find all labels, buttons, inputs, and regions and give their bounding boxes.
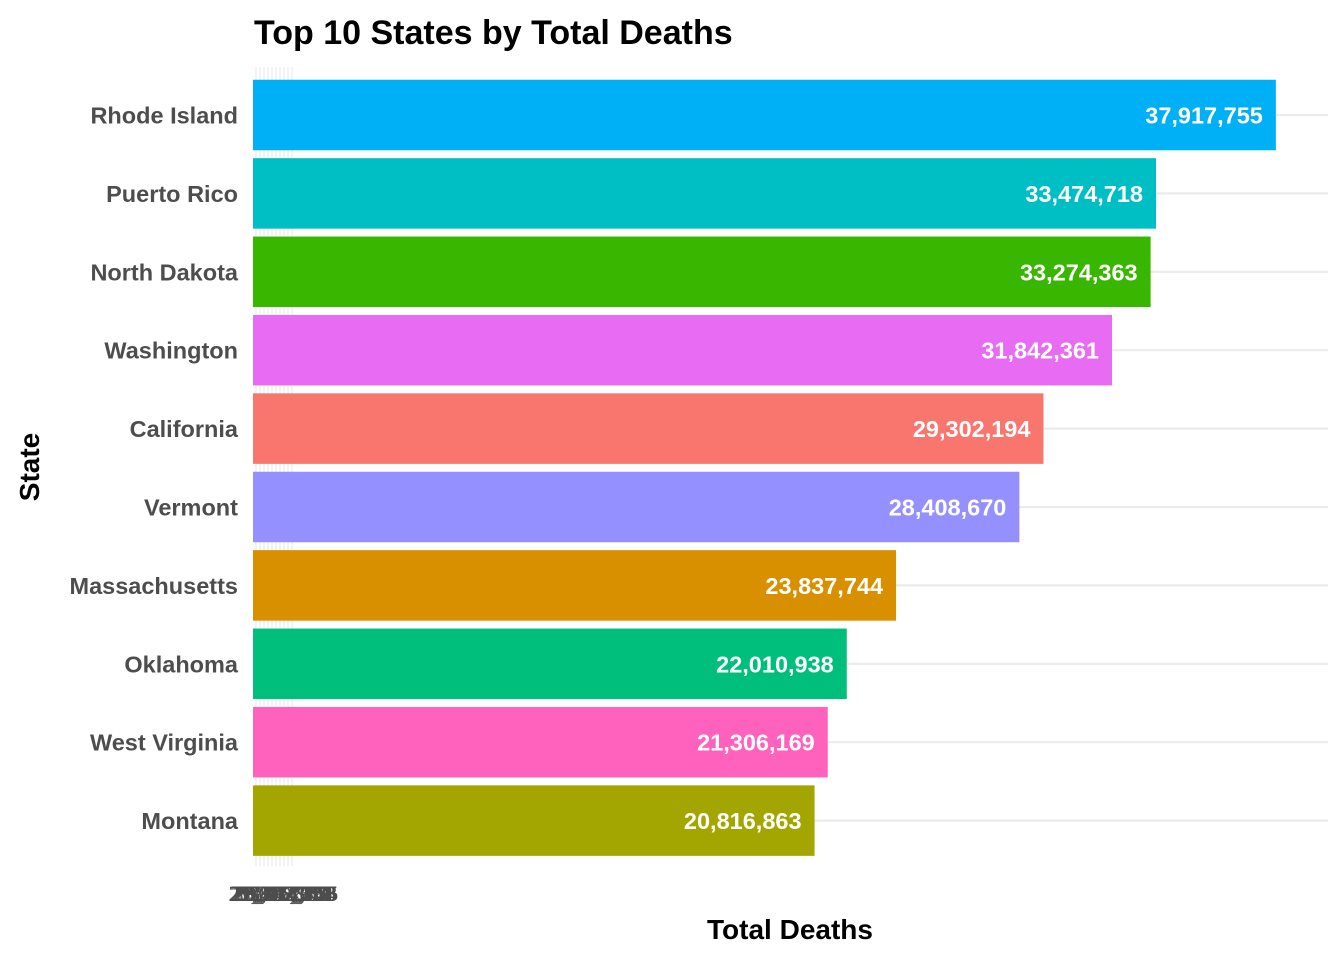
- value-label: 33,274,363: [1020, 259, 1138, 285]
- bar-montana: [253, 785, 815, 856]
- y-tick-label: Rhode Island: [90, 103, 238, 129]
- value-label: 28,408,670: [889, 495, 1007, 521]
- chart-title: Top 10 States by Total Deaths: [254, 14, 733, 52]
- y-tick-label: Oklahoma: [124, 651, 239, 677]
- x-tick-label: 20,816,863: [229, 881, 328, 906]
- y-tick-label: Massachusetts: [70, 573, 239, 599]
- x-tick-label: 22,010,938: [231, 881, 330, 906]
- y-tick-label: Puerto Rico: [106, 181, 238, 207]
- value-label: 22,010,938: [716, 651, 834, 677]
- value-labels: 37,917,755 33,474,718 33,274,363 31,842,361…: [684, 103, 1263, 835]
- x-tick-label: 28,408,670: [233, 881, 332, 906]
- y-tick-label: Montana: [141, 808, 239, 834]
- x-tick-label: 37,917,755: [239, 881, 338, 906]
- value-label: 23,837,744: [765, 573, 883, 599]
- value-label: 31,842,361: [981, 338, 1099, 364]
- value-label: 20,816,863: [684, 808, 802, 834]
- bar-north-dakota: [253, 236, 1151, 308]
- value-label: 37,917,755: [1145, 103, 1263, 129]
- y-tick-label: Vermont: [144, 495, 238, 521]
- x-tick-label: 21,306,169: [230, 881, 329, 906]
- bar-oklahoma: [253, 628, 847, 700]
- value-label: 33,474,718: [1025, 181, 1143, 207]
- x-tick-label: 33,274,363: [237, 881, 336, 906]
- bar-west-virginia: [253, 706, 828, 778]
- y-tick-label: California: [130, 416, 239, 442]
- y-axis-tick-labels: Rhode Island Puerto Rico North Dakota Washi…: [70, 103, 239, 835]
- x-axis-tick-labels: 20,816,86321,306,16922,010,93823,837,744…: [229, 881, 339, 906]
- bar-washington: [253, 314, 1112, 386]
- bars: [253, 79, 1276, 856]
- x-tick-label: 33,474,718: [238, 881, 337, 906]
- bar-massachusetts: [253, 550, 897, 621]
- bar-california: [253, 393, 1044, 464]
- bar-rhode-island: [253, 79, 1276, 151]
- value-label: 29,302,194: [913, 416, 1031, 442]
- y-tick-label: Washington: [104, 338, 238, 364]
- x-axis-title: Total Deaths: [707, 914, 873, 945]
- x-tick-label: 29,302,194: [235, 881, 334, 906]
- y-axis-title: State: [14, 433, 45, 501]
- y-tick-label: North Dakota: [90, 259, 238, 285]
- bar-vermont: [253, 471, 1020, 543]
- x-tick-label: 31,842,361: [236, 881, 335, 906]
- y-tick-label: West Virginia: [90, 730, 239, 756]
- bar-puerto-rico: [253, 158, 1157, 229]
- x-tick-label: 23,837,744: [232, 881, 331, 906]
- value-label: 21,306,169: [697, 730, 815, 756]
